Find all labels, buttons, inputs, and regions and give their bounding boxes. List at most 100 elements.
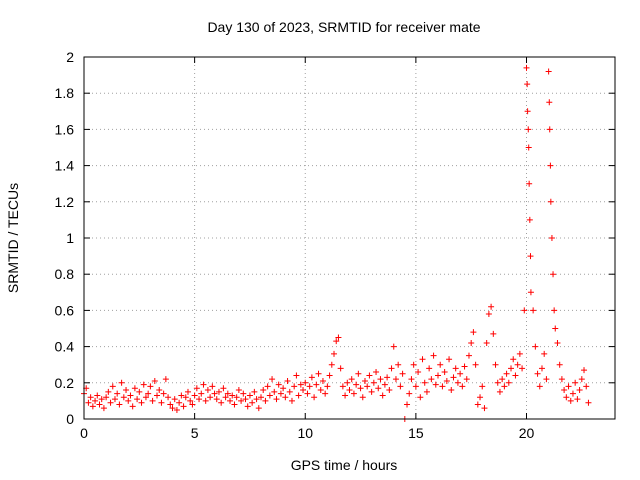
data-point (563, 394, 570, 401)
data-point (220, 385, 227, 392)
data-point (412, 383, 419, 390)
data-point (496, 388, 503, 395)
data-point (359, 394, 366, 401)
data-point (399, 370, 406, 377)
x-tick-label: 20 (519, 425, 535, 441)
data-point (463, 376, 470, 383)
data-point (235, 387, 242, 394)
data-point (524, 108, 531, 115)
data-point (525, 126, 532, 133)
data-point (149, 397, 156, 404)
data-point (140, 381, 147, 388)
data-point (264, 383, 271, 390)
data-point (114, 390, 121, 397)
data-point (554, 339, 561, 346)
data-point (342, 392, 349, 399)
data-points (81, 64, 592, 422)
y-tick-label: 0.4 (55, 339, 75, 355)
data-point (173, 406, 180, 413)
data-point (488, 303, 495, 310)
data-point (229, 392, 236, 399)
data-point (202, 397, 209, 404)
y-tick-labels: 0 0.2 0.4 0.6 0.8 1 1.2 1.4 1.6 1.8 2 (55, 49, 75, 427)
data-point (581, 367, 588, 374)
data-point (585, 399, 592, 406)
data-point (145, 390, 152, 397)
data-point (388, 365, 395, 372)
data-point (556, 361, 563, 368)
data-point (452, 365, 459, 372)
data-point (450, 374, 457, 381)
data-point (302, 379, 309, 386)
data-point (293, 372, 300, 379)
data-point (446, 356, 453, 363)
data-point (304, 390, 311, 397)
data-point (211, 390, 218, 397)
data-point (218, 399, 225, 406)
data-point (546, 99, 553, 106)
data-point (550, 271, 557, 278)
data-point (196, 396, 203, 403)
y-tick-label: 1.2 (55, 194, 75, 210)
data-point (406, 390, 413, 397)
data-point (222, 394, 229, 401)
data-point (191, 392, 198, 399)
data-point (326, 372, 333, 379)
data-point (514, 361, 521, 368)
data-point (198, 390, 205, 397)
data-point (275, 381, 282, 388)
data-point (423, 388, 430, 395)
data-point (297, 381, 304, 388)
data-point (284, 377, 291, 384)
data-point (523, 64, 530, 71)
data-point (339, 383, 346, 390)
data-point (468, 339, 475, 346)
data-point (508, 365, 515, 372)
data-point (526, 216, 533, 223)
data-point (131, 385, 138, 392)
data-point (392, 376, 399, 383)
data-point (125, 397, 132, 404)
data-point (474, 401, 481, 408)
data-point (490, 330, 497, 337)
data-point (154, 392, 161, 399)
data-point (519, 365, 526, 372)
data-point (136, 388, 143, 395)
data-point (151, 377, 158, 384)
data-point (286, 388, 293, 395)
data-point (552, 325, 559, 332)
data-point (534, 370, 541, 377)
data-point (184, 388, 191, 395)
data-point (98, 396, 105, 403)
data-point (240, 390, 247, 397)
data-point (96, 401, 103, 408)
data-point (503, 370, 510, 377)
data-point (505, 379, 512, 386)
data-point (461, 363, 468, 370)
data-point (574, 396, 581, 403)
data-point (300, 387, 307, 394)
data-point (187, 397, 194, 404)
data-point (291, 383, 298, 390)
data-point (501, 383, 508, 390)
data-point (430, 352, 437, 359)
data-point (231, 401, 238, 408)
data-point (142, 394, 149, 401)
data-point (324, 383, 331, 390)
x-tick-label: 5 (191, 425, 199, 441)
data-point (510, 356, 517, 363)
gridlines (84, 57, 615, 419)
data-point (109, 383, 116, 390)
data-point (295, 392, 302, 399)
data-point (85, 399, 92, 406)
data-point (415, 368, 422, 375)
data-point (578, 376, 585, 383)
data-point (377, 376, 384, 383)
data-point (116, 401, 123, 408)
data-point (193, 385, 200, 392)
data-point (273, 396, 280, 403)
y-tick-label: 1.4 (55, 158, 75, 174)
data-point (129, 403, 136, 410)
